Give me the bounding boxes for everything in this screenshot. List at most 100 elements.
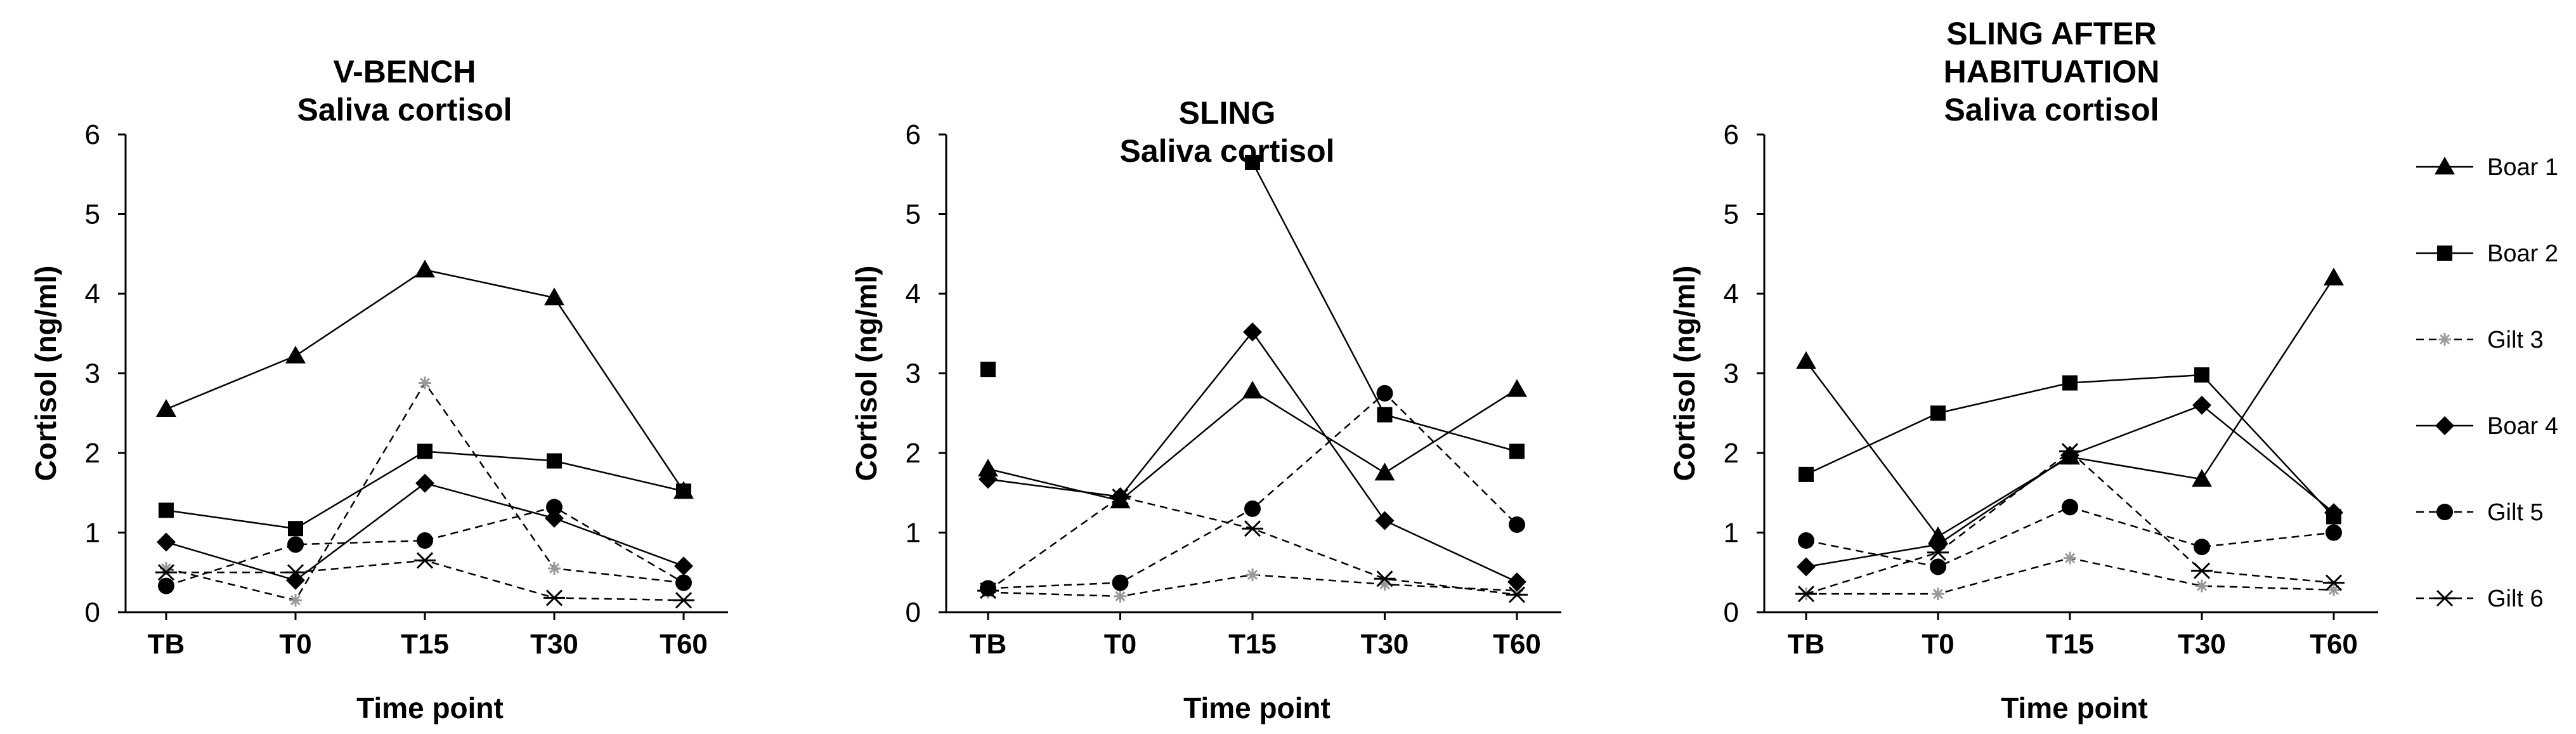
data-point bbox=[1506, 586, 1528, 603]
y-tick-label: 0 bbox=[85, 597, 100, 628]
x-tick-label: T60 bbox=[2310, 629, 2358, 660]
series-line bbox=[166, 482, 684, 582]
data-point bbox=[285, 564, 306, 581]
legend-item-gilt-6: Gilt 6 bbox=[2416, 586, 2544, 612]
data-point bbox=[1376, 384, 1393, 402]
y-tick-label: 6 bbox=[906, 119, 921, 150]
series-gilt-5 bbox=[158, 499, 692, 594]
data-point bbox=[675, 574, 692, 591]
data-point bbox=[1796, 351, 1816, 369]
series-boar-1 bbox=[156, 259, 694, 499]
legend: Boar 1 Boar 2 Gilt 3 Boar 4 Gilt 5 Gilt 6 bbox=[2416, 154, 2558, 612]
data-point bbox=[1930, 405, 1946, 421]
y-tick-label: 0 bbox=[1724, 597, 1739, 628]
y-tick-label: 3 bbox=[906, 358, 921, 390]
legend-item-boar-1: Boar 1 bbox=[2416, 154, 2558, 181]
data-point bbox=[2064, 551, 2076, 565]
data-point bbox=[1927, 544, 1949, 561]
data-point bbox=[288, 521, 303, 537]
series-line bbox=[987, 331, 1518, 583]
legend-label: Boar 2 bbox=[2487, 240, 2558, 267]
data-point bbox=[415, 259, 435, 278]
x-tick-label: TB bbox=[148, 629, 185, 660]
data-point bbox=[417, 443, 433, 459]
data-point bbox=[414, 552, 436, 569]
series-boar-4 bbox=[157, 473, 693, 590]
x-axis-label: Time point bbox=[2001, 691, 2148, 724]
chart-title: Saliva cortisol bbox=[1944, 92, 2159, 128]
data-point bbox=[979, 469, 998, 489]
series-line bbox=[166, 560, 684, 601]
x-tick-label: T0 bbox=[279, 629, 311, 660]
series-gilt-6 bbox=[977, 488, 1528, 603]
x-tick-label: T0 bbox=[1104, 629, 1136, 660]
data-point bbox=[2195, 579, 2208, 593]
chart-title: Saliva cortisol bbox=[1119, 133, 1334, 169]
data-point bbox=[1799, 466, 1814, 482]
series-gilt-6 bbox=[155, 552, 694, 609]
data-point bbox=[1112, 574, 1129, 591]
data-point bbox=[156, 398, 176, 417]
data-point bbox=[980, 362, 996, 377]
data-point bbox=[1374, 462, 1395, 481]
series-gilt-3 bbox=[160, 376, 690, 607]
data-point bbox=[980, 580, 996, 597]
data-point bbox=[543, 589, 565, 606]
series-gilt-5 bbox=[1798, 499, 2342, 575]
y-tick-label: 5 bbox=[1724, 199, 1739, 230]
data-point bbox=[415, 473, 434, 493]
x-axis-label: Time point bbox=[1183, 691, 1330, 724]
x-tick-label: T30 bbox=[1361, 629, 1409, 660]
data-point bbox=[1797, 557, 1816, 577]
y-tick-label: 4 bbox=[1724, 279, 1739, 310]
y-axis-label: Cortisol (ng/ml) bbox=[1668, 266, 1701, 482]
x-tick-label: T60 bbox=[1493, 629, 1541, 660]
x-tick-label: T15 bbox=[2046, 629, 2094, 660]
data-point bbox=[977, 582, 999, 600]
series-boar-4 bbox=[1797, 395, 2343, 577]
data-point bbox=[1109, 488, 1131, 506]
data-point bbox=[289, 594, 302, 607]
series-line bbox=[1805, 404, 2334, 568]
data-point bbox=[1509, 516, 1525, 533]
y-tick-label: 1 bbox=[906, 518, 921, 549]
y-tick-label: 3 bbox=[85, 358, 100, 390]
y-tick-label: 2 bbox=[85, 438, 100, 469]
series-line bbox=[1805, 450, 2334, 595]
y-tick-label: 4 bbox=[85, 279, 100, 310]
y-tick-label: 1 bbox=[85, 518, 100, 549]
data-point bbox=[2323, 574, 2345, 591]
data-point bbox=[286, 570, 305, 590]
data-point bbox=[1114, 589, 1127, 603]
data-point bbox=[1930, 558, 1946, 575]
data-point bbox=[1795, 586, 1817, 603]
data-point bbox=[2192, 469, 2212, 487]
series-gilt-5 bbox=[980, 384, 1525, 597]
y-tick-label: 2 bbox=[906, 438, 921, 469]
legend-item-boar-2: Boar 2 bbox=[2416, 240, 2558, 267]
data-point bbox=[674, 556, 693, 576]
y-tick-label: 5 bbox=[85, 199, 100, 230]
legend-marker bbox=[2436, 504, 2453, 520]
data-point bbox=[157, 532, 176, 552]
data-point bbox=[1932, 587, 1944, 601]
chart-title: V-BENCH bbox=[333, 54, 476, 89]
data-point bbox=[1246, 568, 1259, 582]
data-point bbox=[2324, 267, 2344, 285]
data-point bbox=[2194, 367, 2209, 383]
y-tick-label: 0 bbox=[906, 597, 921, 628]
series-boar-4 bbox=[979, 322, 1526, 592]
data-point bbox=[673, 592, 694, 609]
x-tick-label: T15 bbox=[1228, 629, 1277, 660]
x-tick-label: TB bbox=[1788, 629, 1825, 660]
data-point bbox=[1245, 154, 1260, 170]
data-point bbox=[1242, 381, 1263, 399]
data-point bbox=[1378, 578, 1391, 591]
series-boar-2 bbox=[980, 154, 1525, 459]
y-tick-label: 4 bbox=[906, 279, 921, 310]
legend-marker bbox=[2438, 333, 2451, 346]
data-point bbox=[1375, 511, 1395, 530]
